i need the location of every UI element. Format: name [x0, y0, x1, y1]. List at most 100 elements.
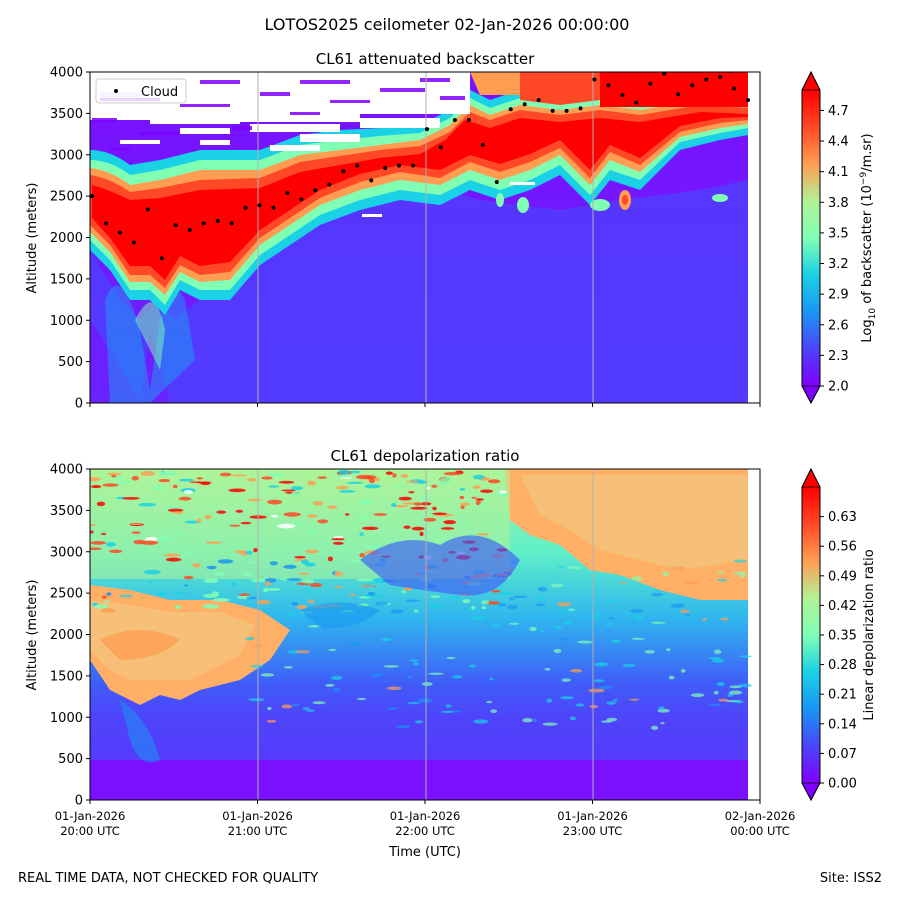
colorbar-tick-label: 3.8 [828, 196, 849, 211]
colorbar-tick-label: 0.35 [828, 629, 857, 644]
y-tick-label: 0 [75, 397, 83, 412]
y-tick-label: 4000 [50, 66, 83, 81]
cloud-point [257, 203, 262, 208]
cloud-point [285, 190, 290, 195]
depolarization-colorbar: 0.00 0.07 0.14 0.21 0.28 0.35 0.42 0.49 0.56 0.63… [801, 467, 877, 802]
cloud-point [201, 221, 206, 226]
cloud-point [620, 93, 625, 98]
cloud-point [397, 163, 402, 168]
y-tick-label: 2500 [50, 190, 83, 205]
cloud-point [746, 98, 751, 103]
y-tick-label: 500 [58, 752, 83, 767]
cloud-point [606, 83, 611, 88]
cloud-point [173, 223, 178, 228]
colorbar-tick-label: 0.63 [828, 510, 857, 525]
cloud-point [411, 163, 416, 168]
cloud-point [578, 106, 583, 111]
cloud-point [452, 117, 457, 122]
depolarization-title: CL61 depolarization ratio [331, 447, 520, 465]
cloud-point [494, 180, 499, 185]
backscatter-plot [90, 72, 760, 403]
y-tick-label: 3000 [50, 545, 83, 560]
x-tick-time: 23:00 UTC [563, 824, 623, 838]
x-tick-date: 01-Jan-2026 [557, 809, 628, 823]
y-tick-label: 1000 [50, 314, 83, 329]
colorbar-tick-label: 2.3 [828, 349, 849, 364]
y-tick-label: 2000 [50, 628, 83, 643]
cloud-point [131, 240, 136, 245]
colorbar-tick-label: 4.7 [828, 104, 849, 119]
colorbar-tick-label: 0.21 [828, 688, 857, 703]
colorbar-tick-label: 0.14 [828, 717, 857, 732]
depolarization-colorbar-label: Linear depolarization ratio [862, 549, 877, 720]
cloud-point [550, 108, 555, 113]
hour-grid-lines-bottom [257, 469, 594, 800]
cloud-point [103, 221, 108, 226]
x-tick-time: 22:00 UTC [395, 824, 455, 838]
cloud-point [508, 107, 513, 112]
x-tick-date: 01-Jan-2026 [55, 809, 126, 823]
colorbar-tick-label: 2.9 [828, 288, 849, 303]
backscatter-colorbar-label: Log10 of backscatter (10−9/m.sr) [859, 133, 878, 342]
colorbar-tick-label: 4.4 [828, 135, 849, 150]
y-tick-label: 0 [75, 794, 83, 809]
cloud-point [145, 207, 150, 212]
backscatter-y-axis: 0 500 1000 1500 2000 2500 3000 3500 4000 [50, 66, 90, 412]
x-axis-label: Time (UTC) [388, 845, 461, 860]
cloud-point [732, 86, 737, 91]
colorbar-extend-bottom [801, 385, 821, 404]
cloud-base-points [90, 72, 751, 261]
depolarization-plot [90, 469, 760, 800]
x-tick-date: 02-Jan-2026 [725, 809, 796, 823]
cloud-point [648, 81, 653, 86]
colorbar-tick-label: 4.1 [828, 165, 849, 180]
cloud-point [704, 77, 709, 82]
colorbar-extend-top [801, 71, 821, 91]
y-tick-label: 1500 [50, 272, 83, 287]
colorbar-tick-label: 2.6 [828, 318, 849, 333]
y-tick-label: 3000 [50, 148, 83, 163]
colorbar-tick-label: 3.5 [828, 226, 849, 241]
hour-grid-lines-top [257, 72, 594, 403]
cloud-point [690, 83, 695, 88]
colorbar-extend-bottom [801, 782, 821, 801]
y-tick-label: 500 [58, 355, 83, 370]
x-tick-date: 01-Jan-2026 [390, 809, 461, 823]
cloud-point [299, 197, 304, 202]
cloud-point [466, 117, 471, 122]
colorbar-tick-label: 0.42 [828, 599, 857, 614]
colorbar-tick-label: 0.07 [828, 747, 857, 762]
colorbar-tick-label: 0.49 [828, 569, 857, 584]
cloud-point [634, 100, 639, 105]
cloud-point [313, 188, 318, 193]
cloud-point [662, 72, 667, 76]
cloud-point [718, 74, 723, 79]
cloud-point [271, 205, 276, 210]
x-tick-time: 00:00 UTC [730, 824, 790, 838]
colorbar-tick-label: 0.28 [828, 658, 857, 673]
depolarization-y-label: Altitude (meters) [25, 580, 40, 691]
cloud-point [536, 98, 541, 103]
y-tick-label: 4000 [50, 463, 83, 478]
y-tick-label: 1500 [50, 669, 83, 684]
site-label: Site: ISS2 [820, 871, 882, 886]
cloud-point [327, 182, 332, 187]
cloud-point [425, 127, 429, 132]
colorbar-tick-label: 2.0 [828, 380, 849, 395]
cloud-legend: Cloud [95, 78, 187, 104]
colorbar-extend-top [801, 468, 821, 488]
legend-cloud-marker [114, 89, 118, 93]
cloud-point [90, 194, 94, 199]
x-tick-time: 20:00 UTC [60, 824, 120, 838]
quality-disclaimer: REAL TIME DATA, NOT CHECKED FOR QUALITY [18, 871, 318, 886]
cloud-point [676, 92, 681, 97]
y-tick-label: 3500 [50, 504, 83, 519]
colorbar-tick-label: 0.56 [828, 540, 857, 555]
cloud-point [341, 169, 346, 174]
backscatter-colorbar-ticks: 2.0 2.3 2.6 2.9 3.2 3.5 3.8 4.1 4.4 4.7 [820, 104, 849, 395]
cloud-point [438, 145, 443, 150]
cloud-point [243, 205, 248, 210]
colorbar-tick-label: 3.2 [828, 257, 849, 272]
cloud-point [187, 228, 192, 233]
cloud-point [369, 178, 374, 183]
